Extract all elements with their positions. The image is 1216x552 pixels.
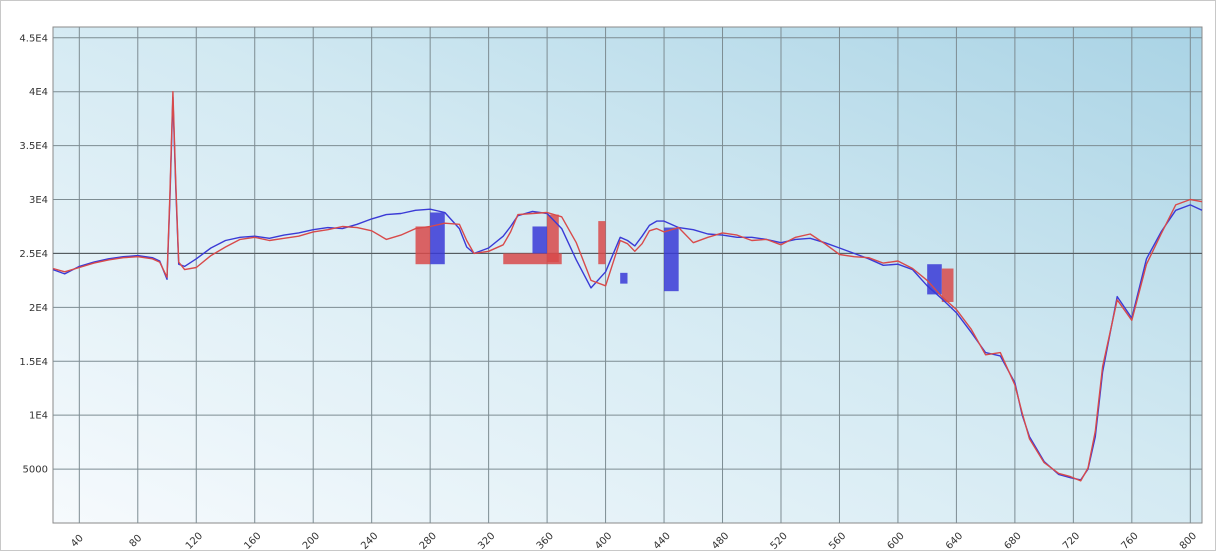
x-tick-label: 360: [535, 531, 556, 552]
shaded-region: [664, 227, 679, 292]
shaded-region: [941, 268, 954, 302]
y-tick-label: 2.5E4: [19, 249, 48, 260]
x-tick-label: 560: [827, 531, 848, 552]
y-axis-ticks: 5000 1E4 1.5E4 2E4 2.5E4 3E4 3.5E4 4E4 4.5E4: [19, 33, 48, 475]
shaded-region: [547, 214, 559, 263]
y-tick-label: 3.5E4: [19, 141, 48, 152]
shaded-region: [927, 264, 942, 295]
x-tick-label: 400: [593, 531, 614, 552]
x-tick-label: 640: [944, 531, 965, 552]
x-tick-label: 800: [1178, 531, 1199, 552]
y-tick-label: 2E4: [29, 303, 48, 314]
y-tick-label: 4.5E4: [19, 33, 48, 44]
shaded-region: [598, 221, 606, 265]
x-tick-label: 760: [1119, 531, 1140, 552]
x-tick-label: 40: [69, 533, 86, 550]
shaded-region: [620, 272, 628, 284]
x-tick-label: 520: [769, 531, 790, 552]
shaded-region: [503, 253, 562, 265]
grid-lines: [53, 27, 1202, 523]
x-tick-label: 120: [184, 531, 205, 552]
y-tick-label: 3E4: [29, 195, 48, 206]
shaded-region: [430, 212, 445, 265]
x-axis-ticks: 40 80 120 160 200 240 280 320 360 400 440 480 520 560…: [69, 531, 1199, 552]
x-tick-label: 200: [301, 531, 322, 552]
series-lines: [52, 90, 1203, 482]
x-tick-label: 720: [1061, 531, 1082, 552]
y-tick-label: 4E4: [29, 87, 48, 98]
shaded-region: [415, 226, 431, 265]
x-tick-label: 440: [652, 531, 673, 552]
shaded-region: [532, 226, 548, 254]
x-tick-label: 160: [242, 531, 263, 552]
x-tick-label: 80: [128, 533, 145, 550]
y-tick-label: 1E4: [29, 411, 48, 422]
y-tick-label: 5000: [23, 465, 48, 476]
x-tick-label: 600: [886, 531, 907, 552]
x-tick-label: 320: [476, 531, 497, 552]
series-line-red: [52, 90, 1203, 482]
x-tick-label: 280: [418, 531, 439, 552]
x-tick-label: 240: [359, 531, 380, 552]
y-tick-label: 1.5E4: [19, 357, 48, 368]
x-tick-label: 480: [710, 531, 731, 552]
x-tick-label: 680: [1002, 531, 1023, 552]
